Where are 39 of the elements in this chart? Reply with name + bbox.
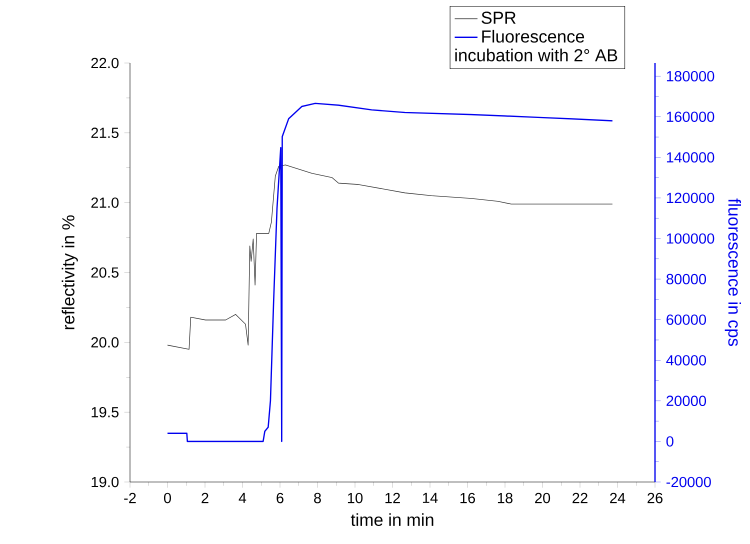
- x-tick-label: 16: [460, 492, 476, 504]
- y2-tick-label: 120000: [666, 192, 714, 204]
- x-tick-label: 18: [498, 492, 513, 504]
- x-tick-label: 4: [238, 492, 246, 503]
- y2-tick-label: 80000: [666, 274, 706, 284]
- y2-tick-label: 180000: [666, 71, 714, 82]
- y2-axis-title: fluorescence in cps: [724, 198, 741, 346]
- y-tick-label: 19.5: [92, 406, 119, 418]
- x-tick-label: 14: [422, 492, 438, 503]
- y2-tick-label: -20000: [666, 476, 711, 488]
- y2-tick-label: 20000: [666, 396, 706, 406]
- y2-tick-label: 140000: [666, 152, 714, 163]
- x-tick-label: 10: [348, 492, 363, 504]
- y2-tick-label: 160000: [666, 112, 714, 122]
- x-tick-label: 12: [385, 492, 400, 504]
- y-tick-label: 19.0: [92, 476, 119, 488]
- legend-label: Fluorescence: [482, 30, 584, 43]
- y-tick-label: 22.0: [91, 58, 119, 68]
- y2-tick-label: 40000: [666, 355, 706, 366]
- y-tick-label: 20.0: [91, 337, 119, 348]
- x-tick-label: 2: [202, 492, 208, 504]
- x-tick-label: 8: [314, 492, 321, 504]
- x-tick-label: 24: [610, 492, 626, 504]
- y2-tick-label: 60000: [666, 314, 706, 325]
- legend-label: SPR: [482, 12, 516, 24]
- y-axis-title: reflectivity in %: [62, 215, 78, 330]
- y-tick-label: 21.0: [91, 197, 119, 208]
- x-tick-label: 0: [164, 492, 171, 504]
- y2-tick-label: 100000: [666, 233, 714, 244]
- y-tick-label: 21.5: [91, 128, 119, 138]
- x-tick-label: -2: [124, 492, 136, 504]
- y2-tick-label: 0: [666, 436, 674, 447]
- x-tick-label: 26: [648, 492, 663, 504]
- x-tick-label: 20: [535, 492, 550, 504]
- y-tick-label: 20.5: [91, 267, 119, 278]
- x-axis-title: time in min: [350, 513, 434, 526]
- legend-title: incubation with 2° AB: [455, 48, 618, 62]
- x-tick-label: 22: [572, 492, 588, 504]
- x-tick-label: 6: [276, 492, 284, 504]
